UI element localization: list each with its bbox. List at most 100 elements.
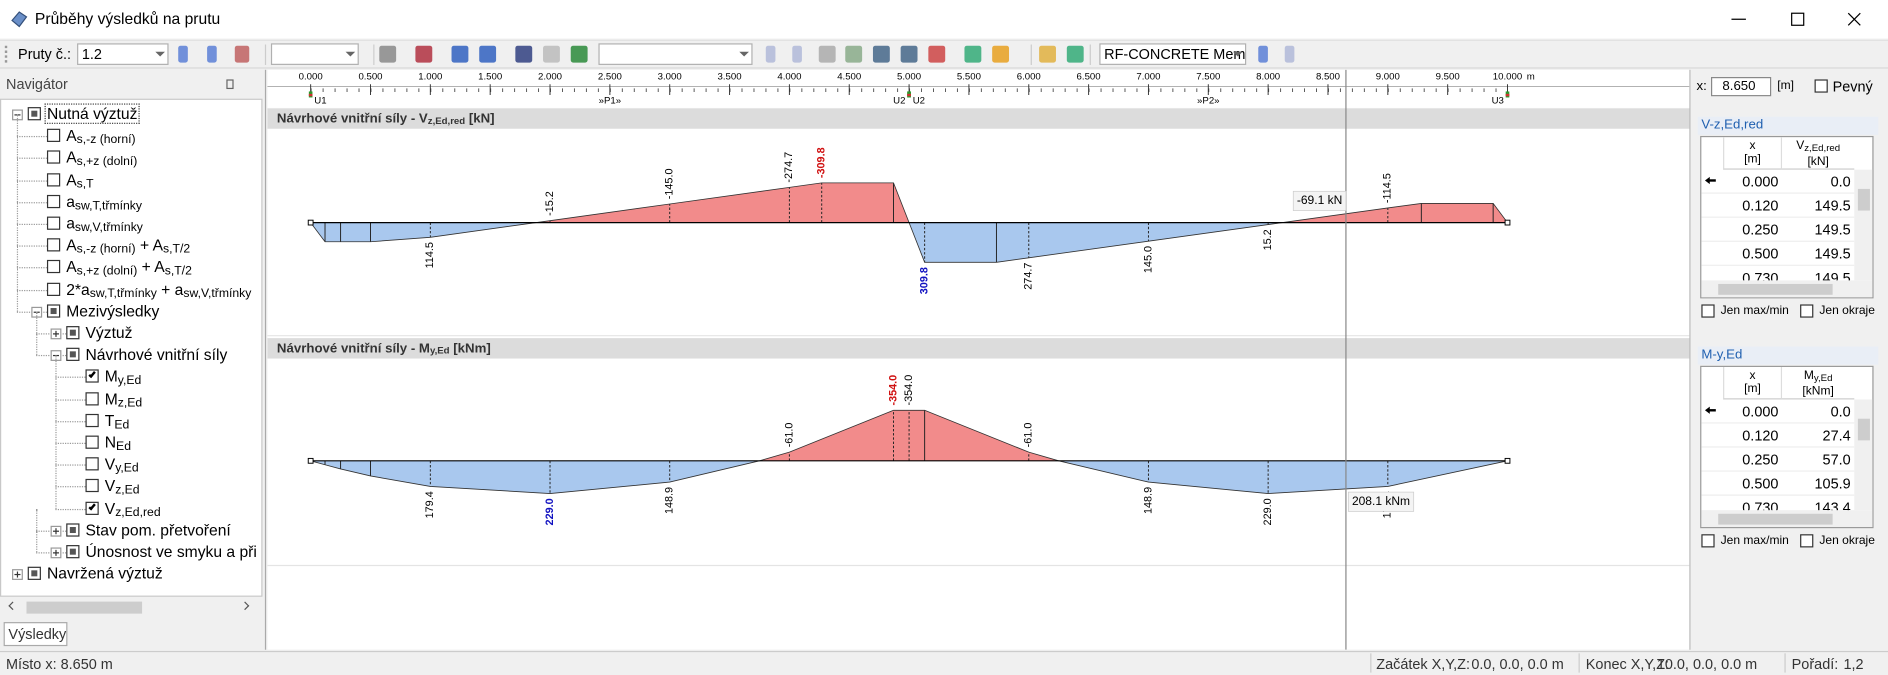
checkbox[interactable] [46,282,61,296]
toolbar-button[interactable] [451,45,469,63]
navigator-tab[interactable]: Výsledky [3,622,68,647]
toolbar-button[interactable] [515,45,533,63]
tree-item[interactable]: Nutná výztuž [44,103,140,124]
toolbar-button[interactable] [818,45,836,63]
tree-item[interactable]: 2*asw,T,třmínky + asw,V,třmínky [64,279,254,300]
checkbox[interactable] [1814,79,1828,93]
toolbar-button[interactable] [1039,45,1056,63]
tree-item[interactable]: Vz,Ed [102,476,142,498]
table-cell: 0.250 [1742,451,1779,469]
expander[interactable] [50,525,62,537]
checkbox[interactable] [66,326,80,340]
tree-item[interactable]: Navržená výztuž [45,563,166,583]
column-header-line: Vz,Ed,red [1782,140,1854,155]
checkbox[interactable] [46,172,61,187]
checkbox[interactable] [46,304,61,318]
checkbox[interactable] [66,523,80,537]
tree-item[interactable]: As,T [64,169,96,190]
toolbar-button[interactable] [207,45,217,63]
checkbox[interactable] [85,501,99,515]
scroll-thumb[interactable] [26,601,143,614]
checkbox[interactable] [1701,304,1715,318]
checkbox[interactable] [85,457,99,471]
tree-item[interactable]: TEd [102,410,131,431]
tree-item[interactable]: Vy,Ed [102,454,141,475]
toolbar-button[interactable] [964,45,982,63]
scroll-thumb[interactable] [1718,283,1833,295]
expander[interactable] [50,328,62,340]
toolbar-button[interactable] [379,45,397,63]
checkbox[interactable] [46,194,61,208]
tree-item[interactable]: Výztuž [83,322,135,342]
toolbar-button[interactable] [234,45,250,63]
tree-item[interactable]: Vz,Ed,red [102,498,163,519]
checkbox[interactable] [1701,534,1715,548]
tree-item[interactable]: As,-z (horní) + As,T/2 [64,235,193,256]
toolbar-button[interactable] [1284,45,1295,63]
checkbox[interactable] [85,413,99,427]
toolbar-button[interactable] [543,45,560,63]
toolbar-button[interactable] [792,45,802,63]
checkbox[interactable] [85,435,99,449]
toolbar-button[interactable] [765,45,776,63]
tree-item[interactable]: Mezivýsledky [64,301,162,321]
toolbar-button[interactable] [900,45,918,63]
v-scrollbar[interactable] [1854,399,1873,511]
checkbox[interactable] [85,479,99,493]
checkbox[interactable] [46,128,61,143]
expander[interactable] [50,547,62,559]
checkbox[interactable] [27,107,41,121]
tree-item[interactable]: asw,T,třmínky [64,191,145,212]
checkbox[interactable] [27,566,41,581]
toolbar-button[interactable] [992,45,1010,63]
scroll-thumb[interactable] [1718,513,1833,525]
toolbar-button[interactable] [1258,45,1268,63]
result-diagrams: 0.000 0.500 1.000 1.500 2.000 2.500 3.000 3.500… [267,69,1691,650]
checkbox[interactable] [66,347,80,362]
v-scrollbar[interactable] [1854,169,1873,281]
tree-item[interactable]: Návrhové vnitřní síly [83,344,230,364]
checkbox[interactable] [66,545,80,559]
checkbox[interactable] [46,216,61,230]
checkbox[interactable] [1800,534,1814,548]
toolbar-button[interactable] [928,45,946,63]
toolbar-button[interactable] [570,45,588,63]
tree-item[interactable]: Stav pom. přetvoření [83,520,233,540]
expander[interactable] [12,569,23,581]
toolbar-button[interactable] [845,45,863,63]
combo-box[interactable] [598,43,753,65]
tree-item[interactable]: As,+z (dolní) + As,T/2 [64,257,194,278]
subscript: z,Ed [115,484,140,498]
scroll-thumb[interactable] [1857,418,1870,441]
tree-item[interactable]: asw,V,třmínky [64,213,146,234]
combo-box[interactable]: RF-CONCRETE Mem [1099,43,1247,65]
tree-item[interactable]: As,-z (horní) [64,125,138,147]
checkbox[interactable] [85,369,99,384]
toolbar-button[interactable] [178,45,188,63]
combo-box[interactable] [270,43,359,65]
diagram-fill [340,460,371,476]
x-input[interactable]: 8.650 [1710,77,1772,97]
tree-item[interactable]: NEd [102,432,133,453]
cursor-tooltip [1347,491,1415,512]
scroll-thumb[interactable] [1857,188,1870,211]
diagram-fill [325,460,341,469]
window-controls[interactable] [1722,5,1879,34]
combo-box[interactable]: 1.2 [77,43,169,65]
pin-button[interactable] [226,79,234,90]
tree-item[interactable]: As,+z (dolní) [64,147,140,168]
checkbox[interactable] [1800,304,1814,318]
tree-item[interactable]: My,Ed [102,366,143,387]
main-border [264,69,267,650]
checkbox[interactable] [46,150,61,165]
checkbox[interactable] [46,260,61,274]
option-label: Jen okraje [1819,534,1875,548]
tree-item[interactable]: Mz,Ed [102,388,144,409]
tree-item[interactable]: Únosnost ve smyku a při kr [83,541,261,561]
toolbar-button[interactable] [872,45,890,63]
toolbar-button[interactable] [1066,45,1084,63]
toolbar-button[interactable] [479,45,497,63]
checkbox[interactable] [85,391,99,405]
toolbar-button[interactable] [415,45,433,63]
checkbox[interactable] [46,238,61,252]
